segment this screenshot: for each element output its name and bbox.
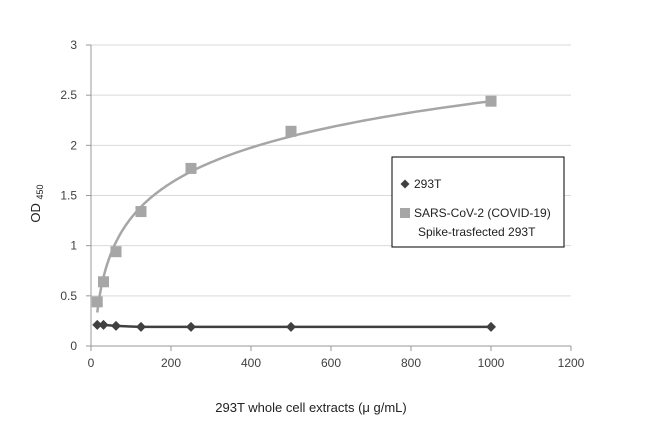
point-293t	[92, 319, 103, 330]
point-293t	[486, 321, 496, 332]
y-tick-label: 3	[70, 38, 77, 52]
y-tick-label: 1	[70, 239, 77, 253]
y-axis-title-main: OD	[28, 203, 43, 223]
point-293t	[111, 320, 121, 331]
x-tick-label: 800	[401, 356, 421, 370]
legend-box	[391, 156, 565, 248]
y-tick-labels: 0 0.5 1 1.5 2 2.5 3	[60, 38, 91, 353]
legend-label-293t: 293T	[414, 177, 442, 191]
legend-marker-sars-cov-2	[400, 208, 410, 218]
point-sars-cov-2	[91, 296, 103, 308]
point-sars-cov-2	[485, 95, 497, 107]
legend: 293T SARS-CoV-2 (COVID-19) Spike-trasfec…	[391, 156, 565, 248]
point-sars-cov-2	[98, 276, 109, 288]
x-tick-label: 200	[161, 356, 181, 370]
x-tick-label: 600	[321, 356, 341, 370]
x-tick-label: 1000	[478, 356, 505, 370]
legend-label-sars-cov-2-line1: SARS-CoV-2 (COVID-19)	[414, 206, 551, 220]
x-tick-labels: 0 200 400 600 800 1000 1200	[88, 346, 585, 370]
y-tick-label: 0.5	[60, 289, 77, 303]
point-293t	[186, 321, 196, 332]
legend-marker-293t	[400, 179, 410, 189]
point-sars-cov-2	[135, 206, 147, 218]
point-293t	[286, 321, 296, 332]
legend-label-sars-cov-2-line2: Spike-trasfected 293T	[418, 225, 536, 239]
y-tick-label: 1.5	[60, 189, 77, 203]
point-sars-cov-2	[110, 246, 122, 258]
point-sars-cov-2	[285, 125, 297, 137]
point-sars-cov-2	[185, 162, 197, 174]
y-tick-label: 0	[70, 339, 77, 353]
y-tick-label: 2.5	[60, 88, 77, 102]
data-points	[91, 95, 497, 332]
x-tick-label: 0	[88, 356, 95, 370]
x-tick-label: 400	[241, 356, 261, 370]
point-293t	[98, 319, 109, 330]
y-tick-label: 2	[70, 138, 77, 152]
y-axis-title-subscript: 450	[35, 184, 45, 199]
point-293t	[136, 321, 146, 332]
gridlines	[91, 44, 571, 297]
x-tick-label: 1200	[558, 356, 585, 370]
y-axis-title: OD 450	[28, 184, 45, 222]
x-axis-title: 293T whole cell extracts (μ g/mL)	[215, 400, 407, 415]
